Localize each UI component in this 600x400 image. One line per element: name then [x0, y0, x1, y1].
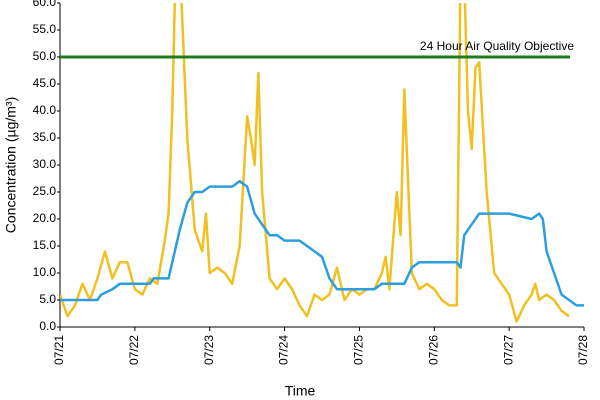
- y-tick-label: 5.0: [39, 292, 56, 306]
- y-tick-label: 10.0: [33, 265, 57, 279]
- y-tick-label: 20.0: [33, 211, 57, 225]
- y-tick-label: 30.0: [33, 157, 57, 171]
- reference-label: 24 Hour Air Quality Objective: [420, 39, 574, 53]
- y-tick-label: 60.0: [33, 0, 57, 9]
- x-tick-label: 07/26: [426, 335, 440, 365]
- data-line: [60, 3, 570, 323]
- y-tick-label: 0.0: [39, 319, 56, 333]
- x-tick-label: 07/28: [576, 335, 590, 365]
- y-tick-label: 45.0: [33, 76, 57, 90]
- x-tick-label: 07/24: [277, 335, 291, 365]
- x-tick-label: 07/25: [352, 335, 366, 365]
- data-line: [60, 179, 584, 307]
- plot-area: [60, 3, 584, 323]
- y-tick-label: 15.0: [33, 238, 57, 252]
- y-tick-label: 55.0: [33, 22, 57, 36]
- y-tick-label: 35.0: [33, 130, 57, 144]
- x-tick-label: 07/22: [127, 335, 141, 365]
- x-tick-label: 07/27: [501, 335, 515, 365]
- y-tick-label: 25.0: [33, 184, 57, 198]
- x-tick-label: 07/23: [202, 335, 216, 365]
- x-tick-label: 07/21: [52, 335, 66, 365]
- x-axis-label: Time: [285, 383, 316, 399]
- y-axis-label: Concentration (µg/m³): [3, 97, 19, 233]
- y-tick-label: 40.0: [33, 103, 57, 117]
- y-tick-label: 50.0: [33, 49, 57, 63]
